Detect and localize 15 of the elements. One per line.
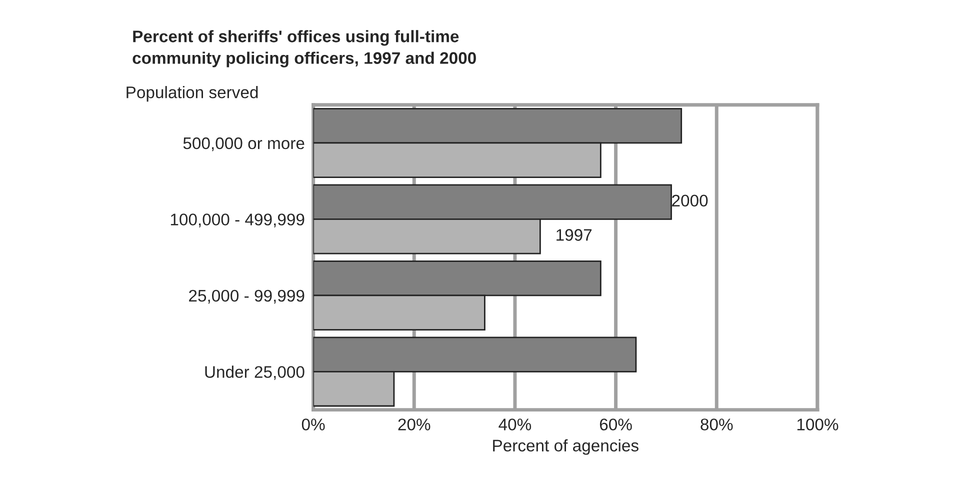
x-tick-label: 100% (797, 418, 838, 430)
y-tick-label: 25,000 - 99,999 (189, 290, 304, 304)
x-tick-label: 60% (600, 418, 632, 430)
series-label: 2000 (672, 194, 708, 207)
chart-title: Percent of sheriffs' offices using full-time community policing officers, 1997 and 2000 (132, 30, 476, 68)
x-axis-title: Percent of agencies (493, 439, 638, 455)
x-tick-label: 0% (302, 418, 325, 430)
y-axis-title: Population served (126, 86, 258, 102)
x-tick-label: 20% (398, 418, 430, 430)
y-tick-label: 100,000 - 499,999 (170, 214, 304, 228)
x-tick-label: 80% (700, 418, 733, 430)
x-tick-label: 40% (498, 418, 532, 430)
series-label: 1997 (556, 229, 592, 241)
y-tick-label: 500,000 or more (183, 137, 304, 152)
y-tick-label: Under 25,000 (205, 366, 304, 380)
